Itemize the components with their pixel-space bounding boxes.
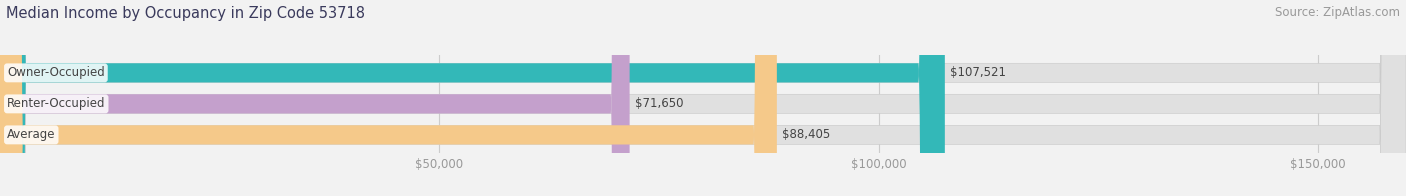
Text: $88,405: $88,405 — [783, 128, 831, 141]
Text: $71,650: $71,650 — [636, 97, 683, 110]
Text: Owner-Occupied: Owner-Occupied — [7, 66, 105, 79]
Text: Source: ZipAtlas.com: Source: ZipAtlas.com — [1275, 6, 1400, 19]
Text: Renter-Occupied: Renter-Occupied — [7, 97, 105, 110]
FancyBboxPatch shape — [0, 0, 945, 196]
Text: Median Income by Occupancy in Zip Code 53718: Median Income by Occupancy in Zip Code 5… — [6, 6, 364, 21]
FancyBboxPatch shape — [0, 0, 630, 196]
Text: Average: Average — [7, 128, 55, 141]
FancyBboxPatch shape — [0, 0, 778, 196]
Text: $107,521: $107,521 — [950, 66, 1007, 79]
